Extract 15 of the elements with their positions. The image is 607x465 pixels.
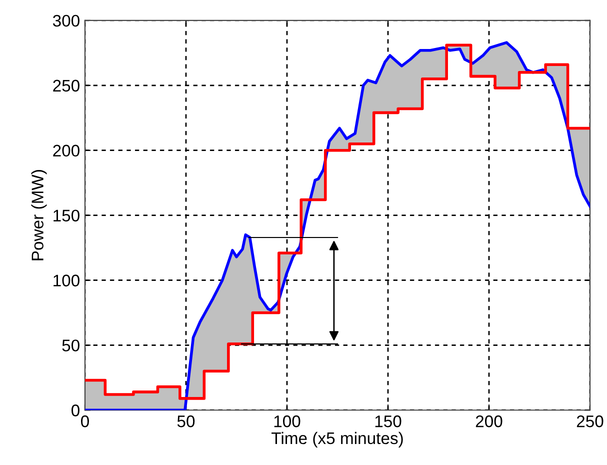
x-tick-label: 150 [375, 415, 402, 428]
y-tick-label: 300 [52, 14, 80, 27]
x-tick-label: 250 [576, 415, 604, 428]
x-tick-label: 0 [80, 415, 89, 428]
y-tick-label: 0 [72, 404, 80, 416]
x-axis-title: Time (x5 minutes) [272, 432, 403, 448]
y-tick-label: 200 [53, 144, 80, 157]
x-tick-label: 200 [476, 415, 502, 428]
x-tick-label: 50 [177, 415, 195, 428]
x-tick-label: 100 [274, 415, 300, 428]
y-tick-label: 250 [53, 80, 80, 92]
y-tick-label: 50 [62, 340, 80, 352]
y-tick-label: 150 [54, 210, 80, 222]
y-axis-title: Power (MW) [31, 170, 47, 260]
y-tick-label: 100 [54, 274, 80, 286]
